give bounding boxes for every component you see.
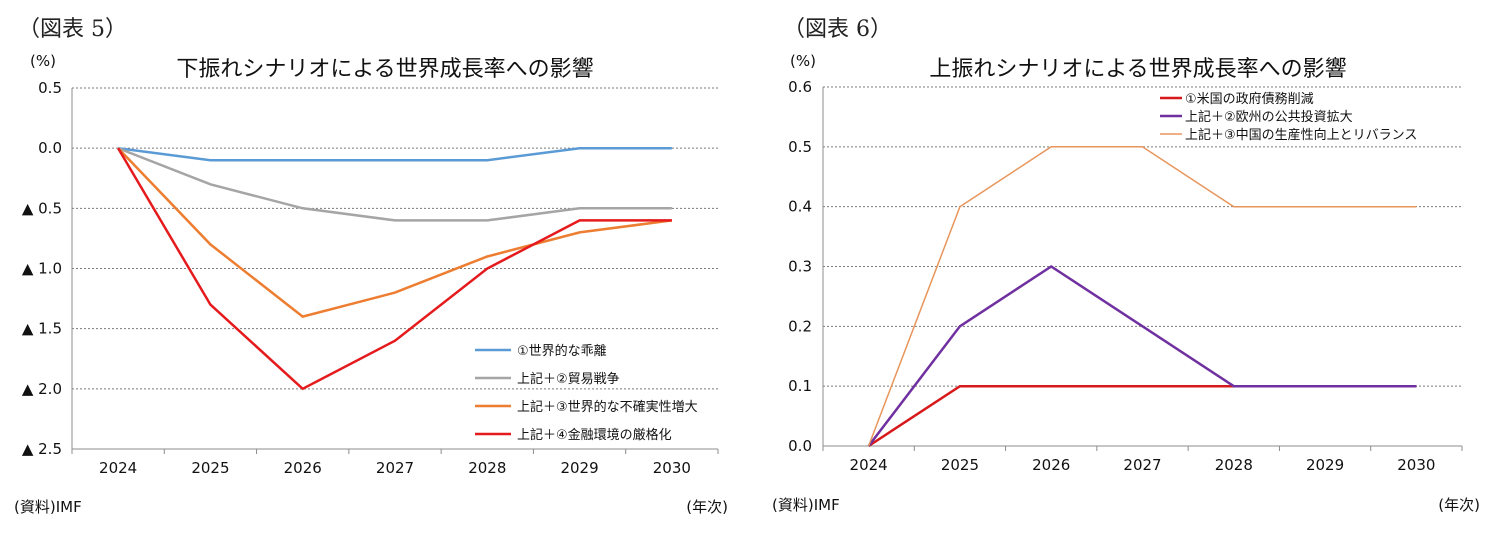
y-axis-unit: (%) bbox=[30, 52, 56, 70]
x-tick-label: 2029 bbox=[1306, 456, 1344, 474]
x-tick-label: 2027 bbox=[376, 459, 414, 477]
y-tick-label: ▲ 1.5 bbox=[22, 320, 62, 338]
x-axis-unit: (年次) bbox=[1438, 496, 1480, 514]
y-tick-label: 0.2 bbox=[788, 317, 812, 335]
legend-label: 上記＋④金融環境の厳格化 bbox=[517, 427, 672, 443]
y-tick-label: 0.3 bbox=[788, 258, 812, 276]
series-line bbox=[867, 146, 1417, 447]
legend-label: 上記＋③中国の生産性向上とリバランス bbox=[1185, 127, 1417, 143]
series-line bbox=[867, 265, 1417, 447]
y-tick-label: 0.4 bbox=[788, 198, 812, 216]
series-line bbox=[867, 384, 1417, 448]
x-tick-label: 2024 bbox=[850, 456, 888, 474]
x-tick-labels: 2024 2025 2026 2027 2028 2029 2030 bbox=[99, 459, 691, 477]
y-tick-labels: 0.5 0.0 ▲ 0.5 ▲ 1.0 ▲ 1.5 ▲ 2.0 ▲ 2.5 bbox=[22, 79, 62, 458]
legend-label: ①米国の政府債務削減 bbox=[1185, 91, 1314, 107]
series-lines bbox=[867, 146, 1417, 448]
y-tick-label: 0.1 bbox=[788, 377, 812, 395]
chart-title: 上振れシナリオによる世界成長率への影響 bbox=[929, 57, 1346, 82]
chart-6: （図表 6） 上振れシナリオによる世界成長率への影響 (%) 0.6 0.5 0.4… bbox=[772, 17, 1480, 514]
legend: ①世界的な乖離上記＋②貿易戦争上記＋③世界的な不確実性増大上記＋④金融環境の厳格… bbox=[475, 343, 698, 443]
y-tick-label: ▲ 0.5 bbox=[22, 199, 62, 217]
gridlines bbox=[71, 87, 719, 454]
x-tick-label: 2028 bbox=[468, 459, 506, 477]
chart-5: （図表 5） 下振れシナリオによる世界成長率への影響 (%) 0.5 0.0 ▲ 0… bbox=[14, 17, 728, 516]
y-tick-label: 0.0 bbox=[788, 437, 812, 455]
y-tick-label: ▲ 2.5 bbox=[22, 440, 62, 458]
y-axis-unit: (%) bbox=[790, 52, 816, 70]
y-tick-label: 0.5 bbox=[38, 79, 62, 97]
y-tick-label: ▲ 1.0 bbox=[22, 260, 62, 278]
y-tick-label: 0.6 bbox=[788, 78, 812, 96]
source-note: (資料)IMF bbox=[772, 496, 840, 514]
legend-label: 上記＋③世界的な不確実性増大 bbox=[517, 399, 698, 415]
series-line bbox=[117, 147, 672, 391]
legend-label: ①世界的な乖離 bbox=[517, 343, 607, 359]
legend-label: 上記＋②欧州の公共投資拡大 bbox=[1185, 109, 1353, 125]
figure-label: （図表 5） bbox=[18, 17, 127, 42]
source-note: (資料)IMF bbox=[14, 498, 82, 516]
series-lines bbox=[117, 146, 673, 391]
legend-label: 上記＋②貿易戦争 bbox=[517, 371, 620, 387]
y-tick-labels: 0.6 0.5 0.4 0.3 0.2 0.1 0.0 bbox=[788, 78, 812, 455]
legend: ①米国の政府債務削減上記＋②欧州の公共投資拡大上記＋③中国の生産性向上とリバラン… bbox=[1160, 91, 1417, 143]
x-tick-label: 2030 bbox=[653, 459, 691, 477]
x-tick-label: 2025 bbox=[941, 456, 979, 474]
figure-label: （図表 6） bbox=[783, 17, 892, 42]
x-tick-labels: 2024 2025 2026 2027 2028 2029 2030 bbox=[850, 456, 1436, 474]
x-axis-unit: (年次) bbox=[686, 498, 728, 516]
y-tick-label: ▲ 2.0 bbox=[22, 380, 62, 398]
x-tick-label: 2026 bbox=[1032, 456, 1070, 474]
series-line bbox=[117, 146, 672, 162]
x-tick-label: 2028 bbox=[1215, 456, 1253, 474]
chart-title: 下振れシナリオによる世界成長率への影響 bbox=[176, 57, 593, 82]
y-tick-label: 0.0 bbox=[38, 139, 62, 157]
x-tick-label: 2029 bbox=[560, 459, 598, 477]
y-tick-label: 0.5 bbox=[788, 138, 812, 156]
series-line bbox=[117, 147, 672, 222]
x-tick-label: 2030 bbox=[1397, 456, 1435, 474]
x-tick-label: 2026 bbox=[284, 459, 322, 477]
x-tick-label: 2027 bbox=[1123, 456, 1161, 474]
x-tick-label: 2025 bbox=[191, 459, 229, 477]
series-line bbox=[117, 147, 673, 318]
x-tick-label: 2024 bbox=[99, 459, 137, 477]
